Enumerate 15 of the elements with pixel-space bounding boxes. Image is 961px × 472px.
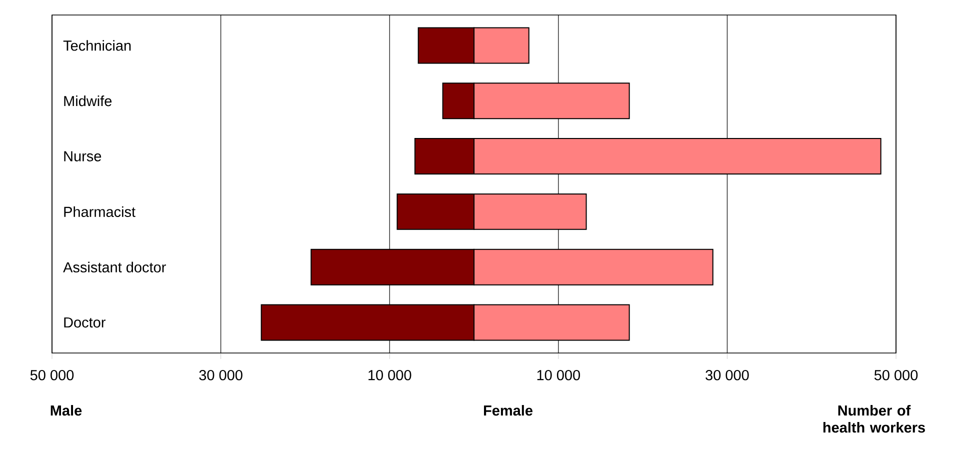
y-tick-label: Nurse <box>64 151 102 162</box>
y-tick-label: Doctor <box>64 317 106 328</box>
y-tick-label: Midwife <box>64 96 112 106</box>
x-tick-label: 50 000 <box>30 370 74 380</box>
y-tick-label: Technician <box>63 40 131 51</box>
x-tick-label: 10 000 <box>537 370 580 380</box>
x-tick-label: 30 000 <box>706 370 749 380</box>
y-tick-label: Assistant doctor <box>63 262 166 272</box>
x-tick-label: 30 000 <box>199 370 242 380</box>
x-tick-label: 10 000 <box>368 370 412 380</box>
y-tick-label: Pharmacist <box>64 206 136 218</box>
text: Male <box>50 405 82 416</box>
x-tick-label: 50 000 <box>874 370 918 380</box>
text: Female <box>484 405 532 416</box>
text: Number of health workers <box>823 405 925 433</box>
